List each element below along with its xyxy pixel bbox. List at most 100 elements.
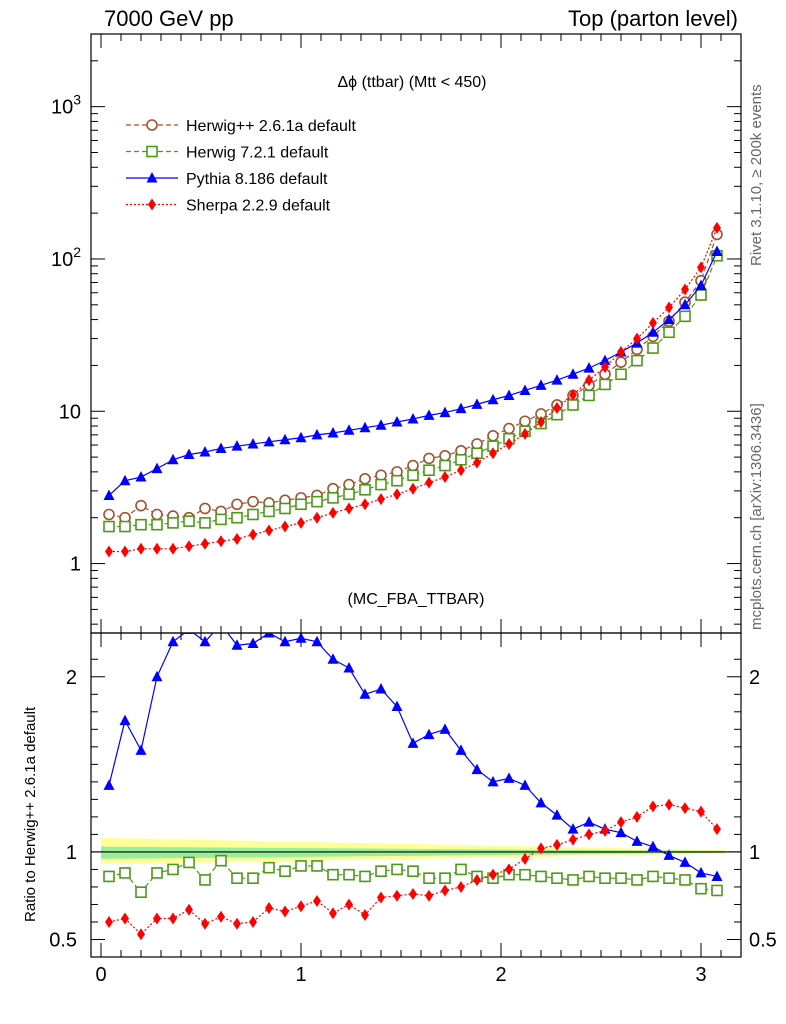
ratio-point-2-38 <box>713 823 721 836</box>
ratio-point-0-4 <box>167 863 179 876</box>
marker-triangle <box>295 633 307 643</box>
main-point-3-29 <box>569 388 577 401</box>
marker-circle <box>487 430 499 442</box>
marker-square <box>567 874 579 886</box>
main-point-1-35 <box>663 326 675 339</box>
ratio-point-0-1 <box>119 867 131 879</box>
marker-square <box>215 513 227 526</box>
main-line-3 <box>109 227 718 553</box>
marker-triangle <box>663 849 675 860</box>
marker-diamond <box>441 471 449 484</box>
marker-circle <box>519 415 531 428</box>
ratio-point-0-31 <box>599 872 611 884</box>
marker-square <box>599 872 611 884</box>
marker-diamond <box>297 900 305 913</box>
marker-diamond <box>201 917 209 930</box>
marker-circle <box>231 498 243 511</box>
marker-triangle <box>263 633 275 638</box>
ratio-point-0-22 <box>455 863 467 876</box>
ratio-point-1-35 <box>663 849 675 860</box>
ratio-point-0-15 <box>343 868 355 881</box>
marker-square <box>535 870 547 883</box>
ratio-point-2-9 <box>249 915 257 928</box>
marker-diamond <box>713 221 721 234</box>
ratio-point-1-14 <box>327 653 339 664</box>
marker-triangle <box>199 446 211 457</box>
marker-triangle <box>391 416 403 427</box>
marker-square <box>167 517 179 529</box>
legend-label-0: Herwig++ 2.6.1a default <box>186 118 356 135</box>
marker-triangle <box>439 406 451 418</box>
marker-triangle <box>103 779 115 790</box>
marker-triangle <box>695 279 707 290</box>
marker-diamond <box>281 520 289 533</box>
marker-square <box>519 868 531 881</box>
marker-square <box>247 872 259 884</box>
main-point-3-20 <box>425 476 433 489</box>
legend-label-2: Pythia 8.186 default <box>186 171 328 188</box>
ratio-point-1-9 <box>247 637 259 649</box>
marker-diamond <box>169 912 177 925</box>
marker-triangle <box>311 428 323 440</box>
main-point-3-14 <box>329 506 337 519</box>
main-point-3-5 <box>185 540 193 553</box>
marker-diamond <box>345 502 353 515</box>
marker-diamond <box>617 345 625 358</box>
marker-triangle <box>519 384 531 395</box>
marker-triangle <box>407 412 419 424</box>
ratio-point-2-23 <box>473 873 481 886</box>
ratio-point-2-0 <box>105 915 113 928</box>
marker-diamond <box>233 532 241 545</box>
marker-square <box>343 488 355 501</box>
marker-diamond <box>457 880 465 893</box>
marker-diamond <box>537 416 545 429</box>
marker-triangle <box>231 639 243 650</box>
marker-diamond <box>329 907 337 920</box>
ratio-point-0-28 <box>551 872 563 884</box>
main-point-3-34 <box>649 316 657 329</box>
marker-triangle <box>327 653 339 664</box>
ratio-point-0-3 <box>151 867 163 879</box>
main-series-group <box>103 221 723 558</box>
ratio-point-1-8 <box>231 639 243 650</box>
marker-triangle <box>503 389 515 400</box>
marker-square <box>311 495 323 508</box>
marker-triangle <box>711 870 723 881</box>
main-point-2-2 <box>135 471 147 482</box>
main-point-2-15 <box>343 424 355 435</box>
marker-triangle <box>279 433 291 445</box>
ratio-point-0-9 <box>247 872 259 884</box>
ratio-point-0-20 <box>423 872 435 884</box>
main-point-3-28 <box>553 402 561 415</box>
marker-square <box>663 872 675 884</box>
ratio-point-0-10 <box>263 861 275 874</box>
main-point-1-19 <box>407 469 419 482</box>
marker-diamond <box>633 810 641 823</box>
main-point-1-36 <box>679 310 691 323</box>
ratio-point-0-7 <box>215 854 227 867</box>
ratio-point-2-14 <box>329 907 337 920</box>
ratio-point-0-29 <box>567 874 579 886</box>
main-ytick-label: 1 <box>70 554 81 576</box>
ratio-point-2-35 <box>665 798 673 811</box>
marker-square <box>647 870 659 883</box>
ratio-point-1-0 <box>103 779 115 790</box>
marker-diamond <box>361 908 369 921</box>
marker-square <box>391 863 403 876</box>
marker-diamond <box>153 542 161 555</box>
marker-triangle <box>647 840 659 852</box>
ratio-point-0-11 <box>279 865 291 877</box>
main-point-3-33 <box>633 332 641 345</box>
marker-diamond <box>297 516 305 529</box>
marker-square <box>199 517 211 529</box>
main-point-3-0 <box>105 545 113 558</box>
ratio-point-2-31 <box>601 824 609 837</box>
marker-triangle <box>151 462 163 474</box>
marker-triangle <box>359 688 371 699</box>
marker-diamond <box>505 437 513 450</box>
main-point-3-11 <box>281 520 289 533</box>
marker-circle <box>151 508 163 521</box>
marker-square <box>151 518 163 531</box>
ratio-point-1-24 <box>487 775 499 787</box>
marker-diamond <box>505 863 513 876</box>
